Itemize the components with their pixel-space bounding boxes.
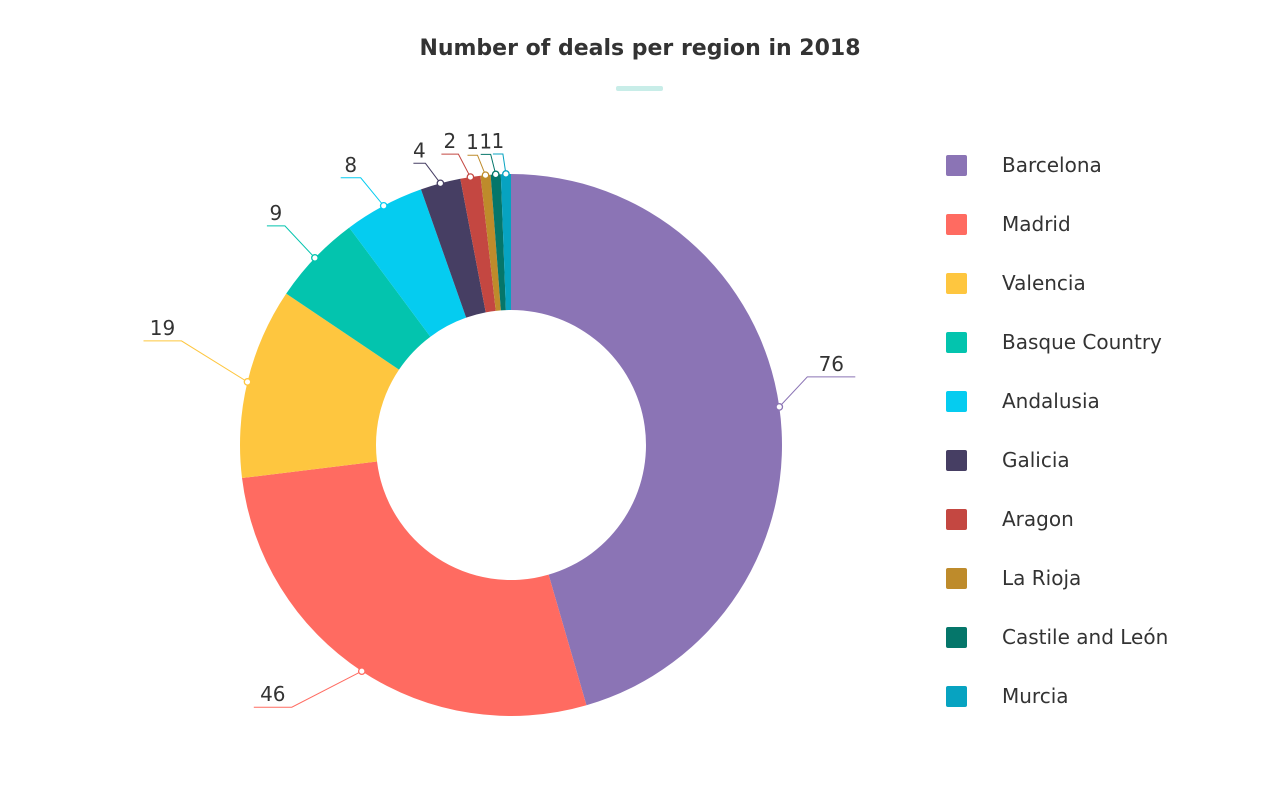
- slice-barcelona: [511, 174, 782, 706]
- legend-item-castile-and-leon[interactable]: Castile and León: [946, 622, 1266, 681]
- legend-swatch: [946, 627, 967, 648]
- leader-dot-basque-country: [311, 254, 319, 262]
- slice-galicia: [420, 178, 486, 318]
- slice-la-rioja: [480, 174, 501, 311]
- legend-swatch: [946, 391, 967, 412]
- leader-dot-la-rioja: [481, 171, 490, 180]
- slice-valencia: [239, 293, 400, 479]
- data-label-valencia: 19: [150, 316, 175, 340]
- legend-swatch: [946, 686, 967, 707]
- leader-line-galicia: [413, 162, 441, 184]
- leader-dot-andalusia: [379, 201, 388, 210]
- leader-dot-valencia: [243, 378, 252, 386]
- leader-line-valencia: [143, 340, 248, 383]
- legend-label: Murcia: [1002, 684, 1069, 708]
- leader-line-aragon: [441, 153, 471, 178]
- data-label-basque-country: 9: [270, 201, 283, 225]
- legend-label: Galicia: [1002, 448, 1070, 472]
- legend-label: La Rioja: [1002, 566, 1082, 590]
- legend-label: Castile and León: [1002, 625, 1169, 649]
- legend-label: Madrid: [1002, 212, 1071, 236]
- leader-line-la-rioja: [467, 154, 486, 176]
- legend-label: Basque Country: [1002, 330, 1162, 354]
- leader-dot-castile-and-leon: [491, 170, 500, 179]
- legend-swatch: [946, 509, 967, 530]
- legend-swatch: [946, 332, 967, 353]
- leader-line-barcelona: [778, 376, 856, 408]
- data-label-aragon: 2: [444, 129, 457, 153]
- legend-item-barcelona[interactable]: Barcelona: [946, 150, 1266, 209]
- slice-aragon: [460, 175, 496, 313]
- chart-slices: [239, 174, 782, 716]
- leader-dot-murcia: [502, 170, 510, 178]
- leader-dot-galicia: [436, 179, 445, 188]
- legend-item-basque-country[interactable]: Basque Country: [946, 327, 1266, 386]
- data-label-la-rioja: 1: [466, 130, 479, 154]
- data-label-barcelona: 76: [819, 352, 844, 376]
- data-label-castile-and-leon: 1: [479, 129, 492, 153]
- legend-swatch: [946, 450, 967, 471]
- legend-item-madrid[interactable]: Madrid: [946, 209, 1266, 268]
- legend-item-andalusia[interactable]: Andalusia: [946, 386, 1266, 445]
- legend-item-galicia[interactable]: Galicia: [946, 445, 1266, 504]
- legend-item-la-rioja[interactable]: La Rioja: [946, 563, 1266, 622]
- chart-legend: Barcelona Madrid Valencia Basque Country And…: [946, 150, 1266, 740]
- leader-line-madrid: [253, 670, 363, 708]
- legend-swatch: [946, 155, 967, 176]
- legend-label: Barcelona: [1002, 153, 1102, 177]
- title-underline: [616, 86, 663, 91]
- leader-dot-madrid: [357, 667, 366, 676]
- chart-leader-lines: [143, 153, 856, 708]
- leader-line-basque-country: [266, 225, 316, 259]
- data-label-madrid: 46: [260, 682, 285, 706]
- legend-swatch: [946, 568, 967, 589]
- legend-swatch: [946, 273, 967, 294]
- leader-line-andalusia: [340, 177, 385, 207]
- legend-label: Andalusia: [1002, 389, 1100, 413]
- legend-item-murcia[interactable]: Murcia: [946, 681, 1266, 740]
- chart-title: Number of deals per region in 2018: [419, 36, 861, 61]
- legend-item-valencia[interactable]: Valencia: [946, 268, 1266, 327]
- legend-label: Aragon: [1002, 507, 1074, 531]
- slice-castile-and-leon: [490, 174, 506, 311]
- data-label-andalusia: 8: [344, 153, 357, 177]
- data-label-galicia: 4: [413, 138, 426, 162]
- leader-dot-barcelona: [775, 403, 784, 411]
- slice-murcia: [500, 174, 511, 311]
- legend-swatch: [946, 214, 967, 235]
- slice-basque-country: [286, 227, 431, 370]
- leader-line-murcia: [492, 153, 507, 175]
- legend-item-aragon[interactable]: Aragon: [946, 504, 1266, 563]
- slice-madrid: [242, 461, 587, 716]
- leader-line-castile-and-leon: [480, 153, 497, 175]
- legend-label: Valencia: [1002, 271, 1086, 295]
- slice-andalusia: [349, 189, 467, 337]
- leader-dot-aragon: [466, 173, 475, 181]
- data-label-murcia: 1: [492, 129, 505, 153]
